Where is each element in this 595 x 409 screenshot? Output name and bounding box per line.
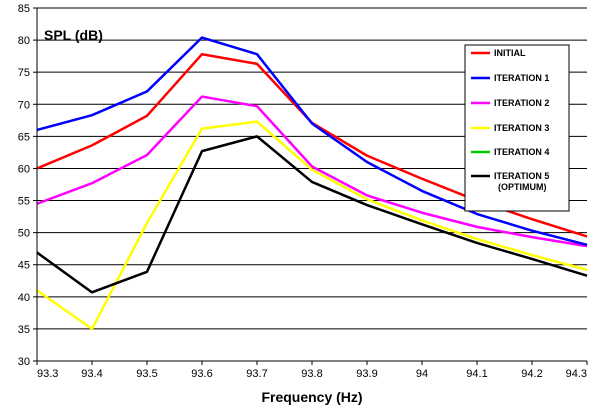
y-tick-label: 35 <box>18 324 30 336</box>
legend-label: ITERATION 4 <box>494 147 549 157</box>
legend-label-line2: (OPTIMUM) <box>498 182 547 192</box>
y-tick-label: 65 <box>18 131 30 143</box>
x-tick-labels: 93.3 93.4 93.5 93.6 93.7 93.8 93.9 94 94.1 94.2 94… <box>36 361 588 380</box>
y-tick-label: 30 <box>18 356 30 368</box>
legend: INITIAL ITERATION 1 ITERATION 2 ITERATION 3… <box>464 44 570 212</box>
x-tick-label: 93.9 <box>356 368 377 380</box>
x-tick-label: 94.2 <box>521 368 542 380</box>
x-tick-label: 94 <box>416 368 428 380</box>
x-tick-label: 93.4 <box>81 368 102 380</box>
y-tick-label: 45 <box>18 260 30 272</box>
y-tick-label: 40 <box>18 292 30 304</box>
y-tick-label: 70 <box>18 99 30 111</box>
x-tick-label: 94.3 <box>566 368 587 380</box>
x-tick-label: 93.6 <box>191 368 212 380</box>
x-tick-label: 93.3 <box>37 368 58 380</box>
x-tick-label: 93.8 <box>301 368 322 380</box>
y-tick-labels: 30 35 40 45 50 55 60 65 70 75 80 85 <box>18 3 37 368</box>
series-line-iteration-2 <box>36 95 588 248</box>
x-tick-label: 94.1 <box>466 368 487 380</box>
y-tick-label: 75 <box>18 67 30 79</box>
y-tick-label: 55 <box>18 196 30 208</box>
legend-label: INITIAL <box>494 48 526 58</box>
y-tick-label: 85 <box>18 3 30 15</box>
x-tick-label: 93.5 <box>136 368 157 380</box>
x-tick-label: 93.7 <box>246 368 267 380</box>
series-line-iteration-5 <box>36 135 588 294</box>
legend-label: ITERATION 1 <box>494 73 549 83</box>
gridlines <box>37 7 587 330</box>
legend-label: ITERATION 2 <box>494 98 549 108</box>
legend-label: ITERATION 3 <box>494 123 549 133</box>
y-tick-label: 50 <box>18 228 30 240</box>
x-axis-title: Frequency (Hz) <box>261 389 362 405</box>
series-line-iteration-1 <box>36 36 588 247</box>
series-line-iteration-3 <box>36 120 588 331</box>
chart-title: SPL (dB) <box>44 27 103 43</box>
y-tick-label: 60 <box>18 163 30 175</box>
legend-label: ITERATION 5 <box>494 171 549 181</box>
y-tick-label: 80 <box>18 35 30 47</box>
